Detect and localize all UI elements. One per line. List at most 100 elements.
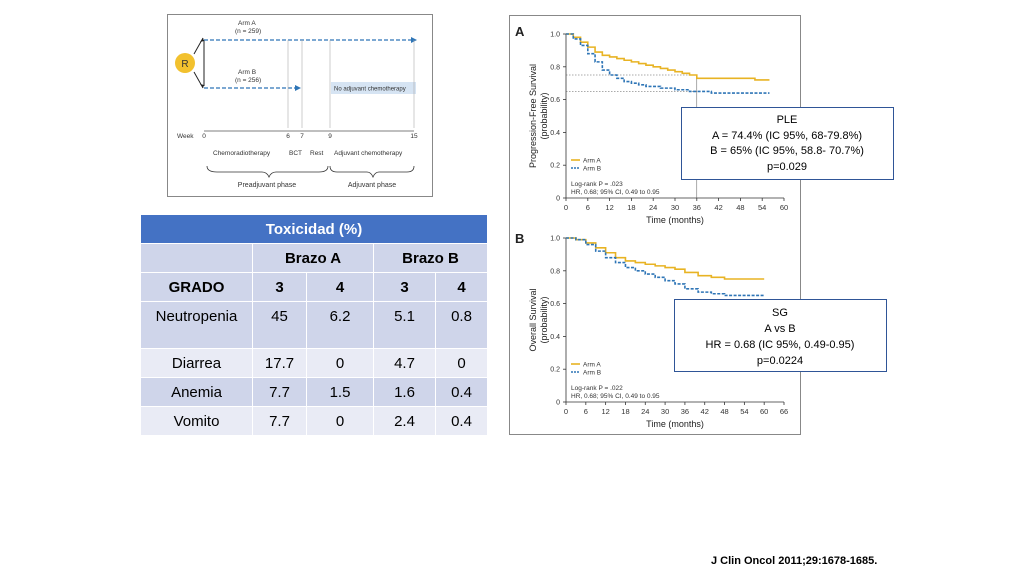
x-tick-label: 66 [780,407,788,416]
week-tick-label: 0 [202,133,206,140]
x-tick-label: 60 [760,407,768,416]
km-series-line [566,33,770,81]
y-axis-label-unit: (probability) [539,92,549,139]
ple-line2: B = 65% (IC 95%, 58.8- 70.7%) [710,145,864,157]
panel-a-letter: A [515,24,525,39]
table-row: Anemia 7.7 1.5 1.6 0.4 [141,378,488,407]
week-tick-label: 9 [328,133,332,140]
legend-label: Arm A [583,158,601,165]
panel-b-letter: B [515,231,524,246]
y-tick-label: 0.4 [550,130,560,137]
grade-header: 4 [436,273,488,302]
table-cell: 0.4 [436,378,488,407]
arm-b-header: Brazo B [374,244,488,273]
hr-annotation: HR, 0.68; 95% CI, 0.49 to 0.95 [571,189,660,196]
x-tick-label: 0 [564,407,568,416]
y-axis-label: Overall Survival [528,288,538,351]
x-tick-label: 60 [780,203,788,212]
x-tick-label: 48 [736,203,744,212]
sg-title: SG [772,307,788,319]
x-tick-label: 42 [701,407,709,416]
x-tick-label: 30 [671,203,679,212]
x-tick-label: 12 [601,407,609,416]
sg-line3: p=0.0224 [757,355,803,367]
x-axis-label: Time (months) [646,419,704,429]
phase-adjuvant-chemo: Adjuvant chemotherapy [334,150,403,157]
row-label: Neutropenia [141,302,253,349]
arm-a-header: Brazo A [253,244,374,273]
sg-line2: HR = 0.68 (IC 95%, 0.49-0.95) [706,339,855,351]
y-tick-label: 0.6 [550,301,560,308]
ple-line1: A = 74.4% (IC 95%, 68-79.8%) [712,130,862,142]
phase-bct: BCT [289,150,302,157]
schema-week-axis: 0 6 7 9 15 [202,40,418,140]
row-label: Vomito [141,407,253,436]
sg-line1: A vs B [764,323,795,335]
table-cell: 0.8 [436,302,488,349]
table-cell: 7.7 [253,407,307,436]
grade-header: 3 [374,273,436,302]
table-cell: 4.7 [374,349,436,378]
table-cell: 0 [307,407,374,436]
table-cell: 45 [253,302,307,349]
survival-figure: A B 00.20.40.60.81.00 6 12 18 24 30 36 42 48 54 60… [509,15,801,435]
legend-label: Arm A [583,362,601,369]
table-cell: 7.7 [253,378,307,407]
y-tick-label: 0 [556,400,560,407]
x-tick-label: 6 [584,407,588,416]
km-series-line [566,237,765,297]
row-label: Diarrea [141,349,253,378]
table-cell: 0 [436,349,488,378]
adjuvant-label: Adjuvant phase [348,182,396,189]
adjuvant-brace [329,165,415,179]
sg-box [674,299,887,372]
x-tick-label: 42 [714,203,722,212]
x-tick-label: 18 [621,407,629,416]
arm-a-n: (n = 259) [235,28,261,35]
week-tick-label: 15 [410,133,418,140]
y-tick-label: 0.2 [550,163,560,170]
legend-label: Arm B [583,166,601,173]
arm-b-n: (n = 256) [235,77,261,84]
row-label: Anemia [141,378,253,407]
x-tick-label: 36 [681,407,689,416]
hr-annotation: HR, 0.68; 95% CI, 0.49 to 0.95 [571,393,660,400]
logrank-annotation: Log-rank P = .023 [571,181,623,188]
table-row: Diarrea 17.7 0 4.7 0 [141,349,488,378]
no-adjuvant-label: No adjuvant chemotherapy [334,87,406,93]
citation: J Clin Oncol 2011;29:1678-1685. [711,555,878,567]
table-cell: 1.6 [374,378,436,407]
randomization-circle [175,53,195,73]
ple-line3: p=0.029 [767,161,807,173]
os-chart: 0 0.2 0.4 0.6 0.8 1.0 0 6 12 18 24 30 36 42 48 54 60 66 Ti… [528,236,788,430]
y-tick-label: 1.0 [550,32,560,39]
arm-b-arrow [295,85,301,91]
trial-schema: R Arm A (n = 259) Arm B (n = 256) No adj… [167,14,433,197]
grade-header: 4 [307,273,374,302]
x-tick-label: 0 [564,203,568,212]
x-axis-label: Time (months) [646,215,704,225]
km-series-line [566,33,770,94]
x-tick-label: 54 [740,407,748,416]
table-cell: 1.5 [307,378,374,407]
y-tick-label: 0.2 [550,367,560,374]
x-tick-label: 12 [605,203,613,212]
toxicity-table: Toxicidad (%) Brazo A Brazo B GRADO 3 4 … [141,215,488,436]
table-cell: 0.4 [436,407,488,436]
table-row: Vomito 7.7 0 2.4 0.4 [141,407,488,436]
y-tick-label: 0.4 [550,334,560,341]
week-label: Week [177,133,194,140]
arm-b-name: Arm B [238,69,256,76]
y-axis-label: Progression-Free Survival [528,64,538,168]
x-tick-label: 24 [649,203,657,212]
y-tick-label: 1.0 [550,236,560,243]
logrank-annotation: Log-rank P = .022 [571,385,623,392]
ple-box [681,107,894,180]
x-tick-label: 24 [641,407,649,416]
week-tick-label: 7 [300,133,304,140]
x-tick-label: 6 [586,203,590,212]
table-cell: 6.2 [307,302,374,349]
ple-title: PLE [777,114,798,126]
table-cell: 2.4 [374,407,436,436]
